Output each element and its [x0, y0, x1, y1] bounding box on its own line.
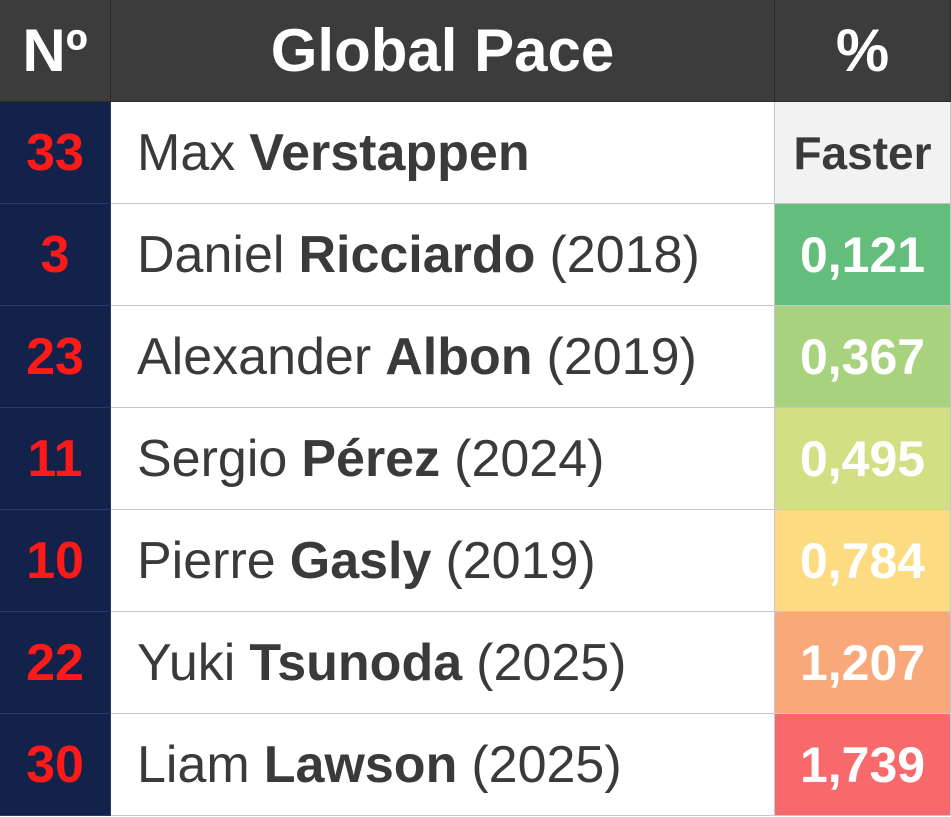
pace-value: 0,495 — [775, 408, 951, 510]
driver-number: 30 — [0, 714, 111, 816]
pace-value: 0,121 — [775, 204, 951, 306]
season: (2025) — [476, 633, 627, 692]
last-name: Pérez — [301, 429, 441, 488]
first-name: Liam — [137, 735, 250, 794]
season: (2019) — [546, 327, 697, 386]
season: (2025) — [471, 735, 622, 794]
pace-value: 0,367 — [775, 306, 951, 408]
driver-name: Yuki Tsunoda (2025) — [111, 612, 775, 714]
header-title: Global Pace — [111, 0, 775, 102]
last-name: Albon — [385, 327, 533, 386]
driver-number: 10 — [0, 510, 111, 612]
header-percent: % — [775, 0, 951, 102]
driver-name: Max Verstappen — [111, 102, 775, 204]
season: (2019) — [445, 531, 596, 590]
pace-value: 1,739 — [775, 714, 951, 816]
driver-name: Daniel Ricciardo (2018) — [111, 204, 775, 306]
first-name: Daniel — [137, 225, 285, 284]
driver-name: Sergio Pérez (2024) — [111, 408, 775, 510]
header-number: Nº — [0, 0, 111, 102]
first-name: Sergio — [137, 429, 288, 488]
first-name: Alexander — [137, 327, 372, 386]
last-name: Verstappen — [249, 123, 530, 182]
last-name: Tsunoda — [249, 633, 463, 692]
driver-name: Pierre Gasly (2019) — [111, 510, 775, 612]
last-name: Lawson — [263, 735, 458, 794]
season: (2018) — [549, 225, 700, 284]
pace-value: 0,784 — [775, 510, 951, 612]
pace-value: 1,207 — [775, 612, 951, 714]
driver-number: 11 — [0, 408, 111, 510]
last-name: Ricciardo — [298, 225, 536, 284]
driver-number: 22 — [0, 612, 111, 714]
season: (2024) — [454, 429, 605, 488]
first-name: Pierre — [137, 531, 276, 590]
pace-value: Faster — [775, 102, 951, 204]
last-name: Gasly — [289, 531, 432, 590]
driver-number: 3 — [0, 204, 111, 306]
driver-number: 33 — [0, 102, 111, 204]
first-name: Max — [137, 123, 236, 182]
driver-number: 23 — [0, 306, 111, 408]
driver-name: Liam Lawson (2025) — [111, 714, 775, 816]
first-name: Yuki — [137, 633, 236, 692]
driver-name: Alexander Albon (2019) — [111, 306, 775, 408]
